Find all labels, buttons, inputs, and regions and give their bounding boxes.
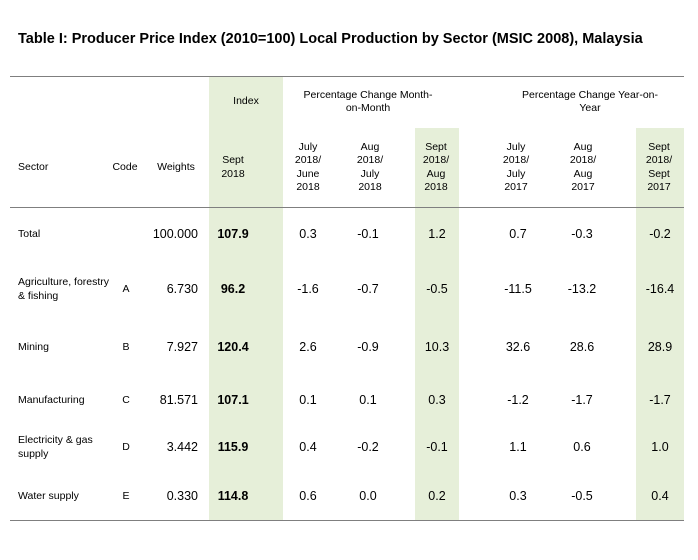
- yoy-value: 28.6: [569, 340, 595, 354]
- yoy-value: -13.2: [567, 282, 597, 296]
- yoy-value: 0.3: [509, 488, 527, 503]
- sector-cell: Water supply: [18, 489, 79, 502]
- mom-value: 2.6: [299, 340, 317, 354]
- sector-cell: Mining: [18, 341, 49, 353]
- mom-value: -0.5: [426, 282, 448, 296]
- weights-cell: 7.927: [166, 340, 198, 354]
- mom-value: -0.9: [357, 340, 379, 354]
- table-row: Agriculture, forestry & fishing A 6.730 96.…: [10, 260, 684, 318]
- mom-value: -0.7: [357, 282, 379, 296]
- weights-header: Weights: [157, 160, 195, 173]
- code-cell: D: [122, 441, 130, 453]
- yoy-value: 1.0: [651, 440, 669, 454]
- header-rule: [10, 207, 684, 208]
- sector-cell: Agriculture, forestry & fishing: [18, 276, 110, 302]
- sector-cell: Manufacturing: [18, 393, 85, 406]
- index-period-header: Sept 2018: [221, 154, 245, 180]
- yoy-value: -0.5: [571, 488, 593, 503]
- mom-value: 0.2: [428, 488, 446, 503]
- index-value: 115.9: [217, 440, 249, 454]
- mom-value: 0.4: [299, 440, 317, 454]
- top-rule: [10, 76, 684, 77]
- mom-value: -0.1: [357, 226, 379, 241]
- mom-value: 0.3: [428, 392, 446, 407]
- code-cell: [110, 207, 142, 260]
- weights-cell: 0.330: [166, 488, 198, 503]
- mom-value: 10.3: [424, 340, 450, 354]
- table-row: Manufacturing C 81.571 107.1 0.1 0.1 0.3 -1.2 -1…: [10, 376, 684, 423]
- yoy-value: 32.6: [505, 340, 531, 354]
- yoy-col-header: Sept 2018/ Sept 2017: [645, 140, 673, 194]
- table-title: Table I: Producer Price Index (2010=100)…: [18, 31, 643, 47]
- index-value: 107.1: [217, 392, 249, 407]
- yoy-value: -0.2: [649, 226, 671, 241]
- weights-cell: 81.571: [159, 392, 198, 407]
- yoy-sept-column-highlight: [636, 128, 684, 521]
- index-value: 120.4: [217, 340, 249, 354]
- mom-value: 0.1: [359, 392, 377, 407]
- yoy-value: 0.7: [509, 226, 527, 241]
- weights-cell: 3.442: [166, 440, 198, 454]
- mom-value: 0.1: [299, 392, 317, 407]
- yoy-value: -0.3: [571, 226, 593, 241]
- table-row: Total 100.000 107.9 0.3 -0.1 1.2 0.7 -0.3 -0.2: [10, 207, 684, 260]
- yoy-col-header: Aug 2018/ Aug 2017: [569, 140, 597, 194]
- yoy-value: 1.1: [509, 440, 527, 454]
- yoy-group-header: Percentage Change Year-on-Year: [521, 88, 659, 115]
- yoy-value: 0.4: [651, 488, 669, 503]
- yoy-value: -1.7: [571, 392, 593, 407]
- yoy-value: -11.5: [504, 282, 532, 296]
- code-cell: C: [122, 393, 130, 406]
- mom-sept-column-highlight: [415, 128, 459, 521]
- yoy-value: 28.9: [647, 340, 673, 354]
- mom-value: -1.6: [297, 282, 319, 296]
- sector-cell: Electricity & gas supply: [18, 434, 93, 460]
- sector-header: Sector: [18, 160, 49, 173]
- yoy-value: -16.4: [645, 282, 675, 296]
- yoy-value: 0.6: [573, 440, 591, 454]
- code-cell: A: [122, 283, 130, 295]
- mom-value: -0.2: [357, 440, 379, 454]
- table-row: Water supply E 0.330 114.8 0.6 0.0 0.2 0.3 -0.5 0…: [10, 471, 684, 520]
- mom-value: 1.2: [428, 226, 446, 241]
- code-cell: B: [122, 341, 130, 353]
- index-column-highlight: [209, 76, 283, 521]
- mom-value: 0.0: [359, 488, 377, 503]
- code-header: Code: [112, 160, 138, 173]
- index-value: 107.9: [217, 226, 249, 241]
- code-cell: E: [122, 489, 130, 502]
- mom-value: 0.6: [299, 488, 317, 503]
- yoy-value: -1.7: [649, 392, 671, 407]
- index-value: 114.8: [217, 488, 249, 503]
- mom-col-header: Sept 2018/ Aug 2018: [422, 140, 450, 194]
- mom-value: -0.1: [426, 440, 448, 454]
- table-row: Electricity & gas supply D 3.442 115.9 0.4 -0…: [10, 423, 684, 471]
- index-value: 96.2: [220, 282, 246, 296]
- weights-cell: 6.730: [166, 282, 198, 296]
- mom-value: 0.3: [299, 226, 317, 241]
- yoy-value: -1.2: [507, 392, 529, 407]
- mom-col-header: July 2018/ June 2018: [294, 140, 322, 194]
- mom-group-header: Percentage Change Month-on-Month: [303, 88, 433, 115]
- weights-cell: 100.000: [152, 226, 198, 241]
- mom-col-header: Aug 2018/ July 2018: [356, 140, 384, 194]
- sector-cell: Total: [18, 227, 41, 240]
- bottom-rule: [10, 520, 684, 521]
- yoy-col-header: July 2018/ July 2017: [502, 140, 530, 194]
- ppi-table: Index Percentage Change Month-on-Month P…: [10, 76, 684, 521]
- table-row: Mining B 7.927 120.4 2.6 -0.9 10.3 32.6 28.6 28.9: [10, 318, 684, 376]
- index-header: Index: [233, 95, 259, 108]
